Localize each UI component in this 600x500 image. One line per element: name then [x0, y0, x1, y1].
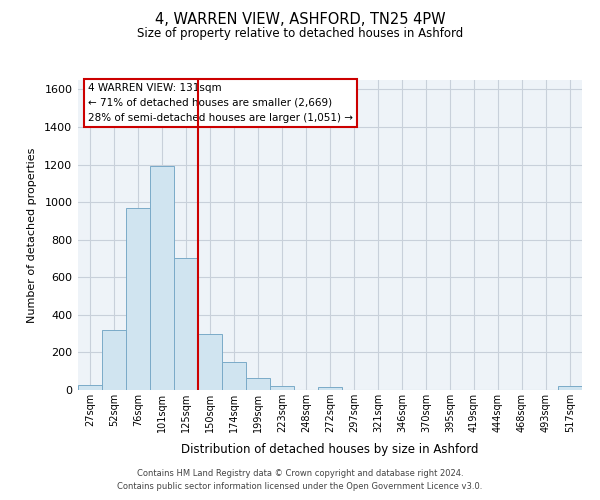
Bar [198, 334, 222, 390]
Text: 4 WARREN VIEW: 131sqm
← 71% of detached houses are smaller (2,669)
28% of semi-d: 4 WARREN VIEW: 131sqm ← 71% of detached … [88, 83, 353, 122]
Text: Contains public sector information licensed under the Open Government Licence v3: Contains public sector information licen… [118, 482, 482, 491]
Bar [558, 386, 582, 390]
Y-axis label: Number of detached properties: Number of detached properties [28, 148, 37, 322]
Bar [222, 362, 246, 390]
Text: Size of property relative to detached houses in Ashford: Size of property relative to detached ho… [137, 28, 463, 40]
Bar [126, 208, 150, 390]
Bar [246, 378, 270, 390]
Text: 4, WARREN VIEW, ASHFORD, TN25 4PW: 4, WARREN VIEW, ASHFORD, TN25 4PW [155, 12, 445, 28]
Bar [270, 386, 294, 390]
Bar [174, 258, 198, 390]
Bar [318, 387, 342, 390]
Bar [78, 386, 102, 390]
Text: Contains HM Land Registry data © Crown copyright and database right 2024.: Contains HM Land Registry data © Crown c… [137, 468, 463, 477]
Bar [102, 330, 126, 390]
Bar [150, 166, 174, 390]
X-axis label: Distribution of detached houses by size in Ashford: Distribution of detached houses by size … [181, 444, 479, 456]
